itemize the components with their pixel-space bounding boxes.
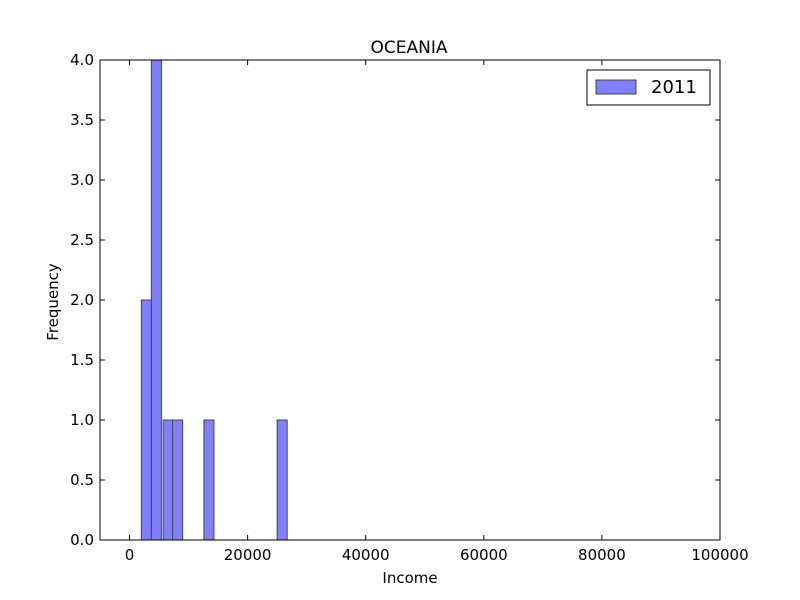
y-tick-label-2: 1.0 [70,411,94,429]
y-tick-label-6: 3.0 [70,171,94,189]
chart-title: OCEANIA [371,38,448,58]
histogram-bar-5 [276,419,288,541]
histogram-bar-0 [140,299,152,541]
x-tick-label-3: 60000 [460,546,508,564]
bars-group [140,59,288,541]
y-tick-label-3: 1.5 [70,351,94,369]
legend: 2011 [586,69,711,106]
y-axis-label: Frequency [44,263,62,341]
y-tick-label-1: 0.5 [70,471,94,489]
x-tick-label-4: 80000 [578,546,626,564]
histogram-bar-4 [203,419,215,541]
histogram-bar-1 [150,59,162,541]
x-axis-label: Income [382,569,437,587]
legend-label-2011: 2011 [651,77,697,98]
y-tick-label-0: 0.0 [70,531,94,549]
x-tick-label-5: 100000 [691,546,748,564]
x-tick-label-0: 0 [125,546,135,564]
histogram-bar-3 [172,419,184,541]
histogram-bar-2 [162,419,174,541]
y-tick-label-5: 2.5 [70,231,94,249]
y-tick-label-4: 2.0 [70,291,94,309]
y-tick-label-8: 4.0 [70,51,94,69]
x-tick-label-2: 40000 [342,546,390,564]
plot-area-frame [99,59,721,541]
y-tick-label-7: 3.5 [70,111,94,129]
x-tick-label-1: 20000 [224,546,272,564]
ticks-group: 0 20000 40000 60000 80000 100000 0.0 0.5 1.0 1.5 2… [70,51,748,564]
legend-swatch [595,79,637,95]
